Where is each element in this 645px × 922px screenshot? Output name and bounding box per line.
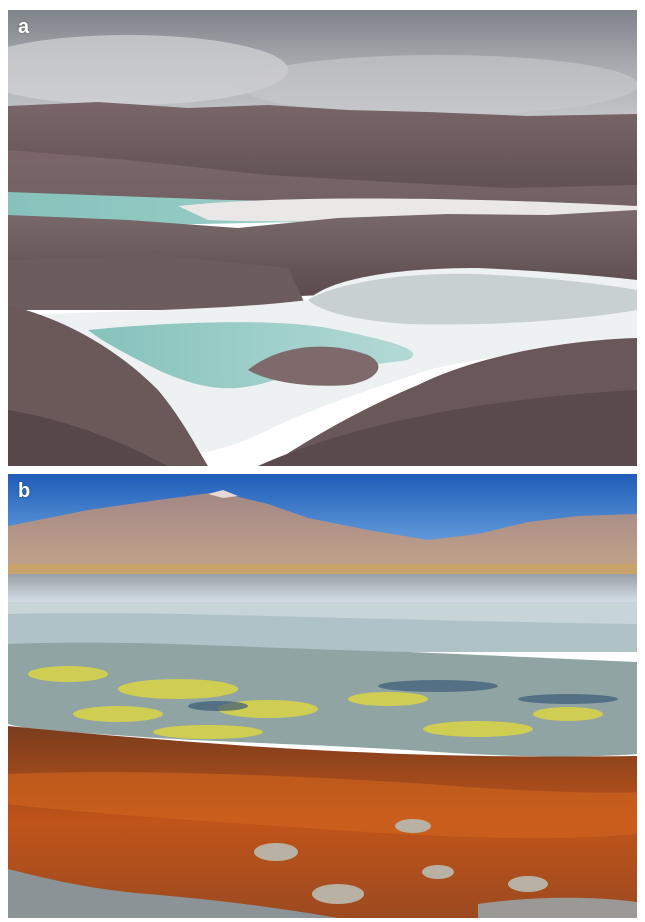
- volcano-mountains: [8, 492, 637, 570]
- gravel: [8, 869, 338, 918]
- panel-label-a: a: [18, 16, 30, 38]
- shallow-lagoon: [308, 273, 637, 325]
- photo-b: [8, 474, 637, 918]
- photo-panel-a: a: [8, 10, 637, 466]
- panel-label-b: b: [18, 480, 31, 502]
- island-hill: [248, 346, 379, 386]
- plain: [8, 564, 637, 574]
- photo-panel-b: b: [8, 474, 637, 918]
- photo-a: [8, 10, 637, 466]
- lake-water: [8, 574, 637, 604]
- turquoise-lake: [88, 322, 414, 389]
